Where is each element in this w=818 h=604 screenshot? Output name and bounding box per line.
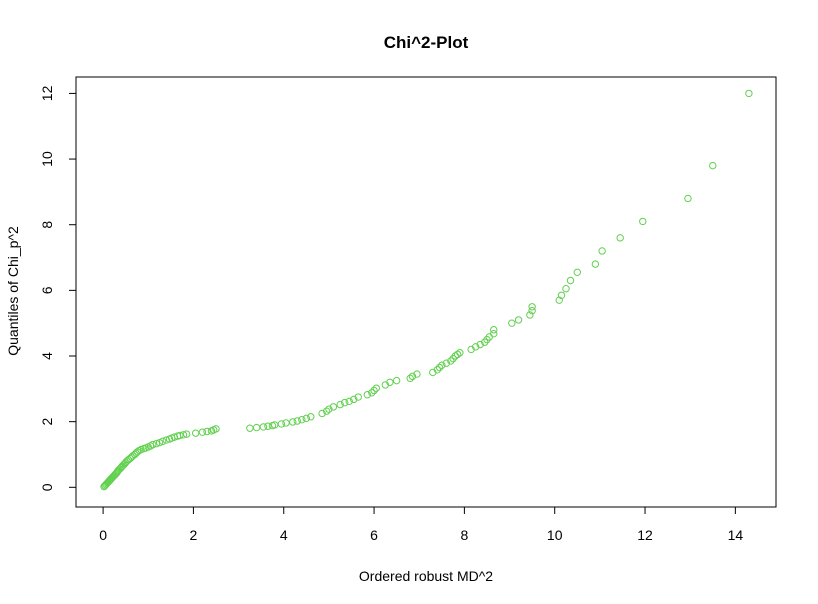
- y-tick-label: 2: [39, 418, 55, 426]
- y-tick-label: 8: [39, 221, 55, 229]
- x-tick-label: 4: [280, 527, 288, 543]
- data-point: [453, 350, 462, 359]
- data-point: [179, 431, 188, 439]
- data-point: [528, 307, 536, 315]
- data-point: [447, 357, 455, 365]
- data-point: [508, 319, 516, 327]
- data-point: [170, 433, 179, 441]
- data-point: [562, 285, 570, 293]
- data-point: [325, 405, 333, 413]
- data-point: [152, 439, 161, 448]
- y-tick-label: 10: [39, 151, 55, 167]
- data-point: [149, 440, 157, 449]
- data-point: [408, 372, 417, 381]
- data-point: [514, 316, 523, 324]
- data-point: [341, 398, 349, 407]
- x-axis: 0 2 4 6 8 10 12 14: [99, 506, 744, 543]
- data-point: [293, 417, 301, 425]
- data-point: [406, 374, 414, 383]
- y-tick-label: 0: [39, 483, 55, 491]
- data-point: [476, 340, 484, 349]
- data-point: [639, 217, 647, 226]
- x-tick-label: 0: [99, 527, 107, 543]
- y-axis-label: Quantiles of Chi_p^2: [5, 226, 21, 356]
- data-point: [591, 260, 600, 268]
- data-point: [345, 397, 353, 406]
- data-point: [182, 430, 191, 438]
- data-point: [252, 423, 261, 432]
- data-point: [598, 247, 606, 255]
- data-point: [433, 366, 441, 374]
- data-point: [159, 437, 167, 446]
- data-point: [133, 448, 142, 456]
- data-point: [368, 389, 376, 397]
- data-point: [282, 419, 290, 427]
- data-point: [298, 415, 306, 424]
- data-point: [289, 418, 297, 426]
- x-tick-label: 8: [460, 527, 468, 543]
- data-point: [363, 391, 371, 399]
- data-point: [329, 403, 338, 411]
- data-point: [392, 376, 401, 385]
- x-tick-label: 12: [637, 527, 653, 543]
- data-point: [264, 422, 272, 430]
- data-point: [322, 407, 331, 415]
- data-point: [413, 370, 421, 378]
- data-point: [490, 329, 498, 338]
- data-point: [438, 361, 446, 369]
- data-point: [456, 349, 464, 357]
- data-point: [372, 384, 381, 392]
- data-point: [616, 234, 624, 242]
- data-point: [528, 303, 536, 311]
- data-point: [350, 395, 358, 404]
- data-point: [709, 161, 717, 170]
- data-point: [307, 413, 315, 421]
- y-tick-label: 4: [39, 352, 55, 360]
- data-point: [259, 423, 268, 431]
- data-point: [386, 378, 394, 386]
- data-point: [198, 428, 207, 436]
- data-point: [302, 414, 311, 423]
- data-point: [318, 409, 326, 418]
- plot-frame: [75, 76, 777, 508]
- x-tick-label: 6: [370, 527, 378, 543]
- data-point: [176, 431, 184, 440]
- x-tick-label: 10: [547, 527, 563, 543]
- data-point: [212, 425, 220, 433]
- data-point: [277, 420, 286, 428]
- data-point: [271, 421, 279, 429]
- data-point: [573, 268, 581, 277]
- data-point: [745, 89, 753, 98]
- data-point: [526, 311, 534, 319]
- x-axis-label: Ordered robust MD^2: [359, 568, 493, 584]
- data-point: [471, 343, 480, 351]
- data-point: [435, 363, 444, 372]
- data-point: [566, 276, 575, 285]
- chart-title: Chi^2-Plot: [384, 33, 469, 52]
- data-point: [354, 393, 362, 401]
- x-tick-label: 2: [190, 527, 198, 543]
- data-point: [490, 326, 498, 334]
- x-tick-label: 14: [728, 527, 744, 543]
- data-point: [336, 400, 344, 409]
- data-point: [191, 429, 200, 437]
- data-point: [557, 291, 566, 299]
- data-point: [203, 427, 211, 436]
- data-point: [246, 424, 254, 432]
- data-point: [442, 359, 451, 367]
- data-point: [684, 194, 692, 203]
- data-point: [555, 296, 563, 304]
- y-tick-label: 12: [39, 85, 55, 101]
- y-axis: 0 2 4 6 8 10 12: [39, 85, 77, 491]
- data-points: [100, 89, 753, 491]
- y-tick-label: 6: [39, 286, 55, 294]
- data-point: [370, 386, 378, 395]
